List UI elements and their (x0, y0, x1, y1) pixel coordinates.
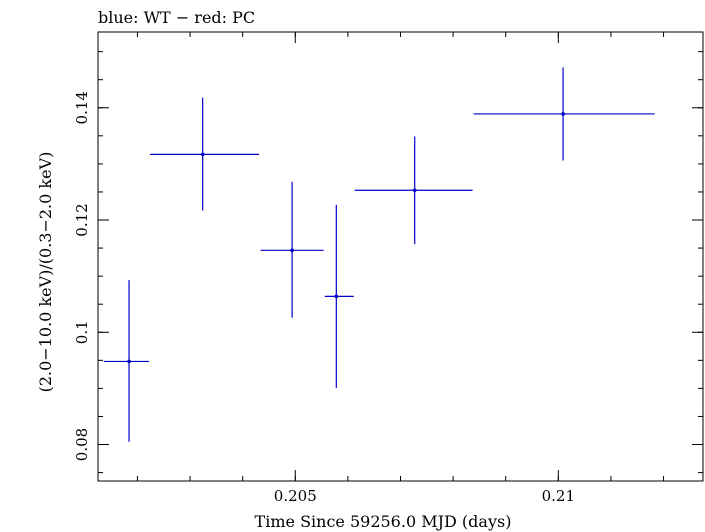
y-tick-label: 0.12 (73, 203, 91, 236)
tick-labels: 0.205 0.21 0.08 0.1 0.12 0.14 (73, 91, 575, 505)
x-axis-label: Time Since 59256.0 MJD (days) (255, 512, 512, 531)
y-tick-label: 0.08 (73, 428, 91, 461)
data-point (200, 152, 205, 157)
plot-frame (97, 31, 704, 482)
data-point (290, 248, 294, 253)
x-tick-label: 0.21 (542, 487, 575, 505)
axis-ticks (98, 32, 703, 481)
data-point (127, 359, 131, 364)
data-points (103, 67, 655, 442)
y-tick-label: 0.1 (73, 320, 91, 344)
chart-title: blue: WT − red: PC (98, 8, 255, 27)
data-point (334, 294, 339, 299)
y-axis-label: (2.0−10.0 keV)/(0.3−2.0 keV) (36, 152, 55, 393)
data-point (561, 112, 565, 116)
data-point (412, 188, 417, 193)
x-tick-label: 0.205 (274, 487, 317, 505)
y-tick-label: 0.14 (73, 91, 91, 124)
